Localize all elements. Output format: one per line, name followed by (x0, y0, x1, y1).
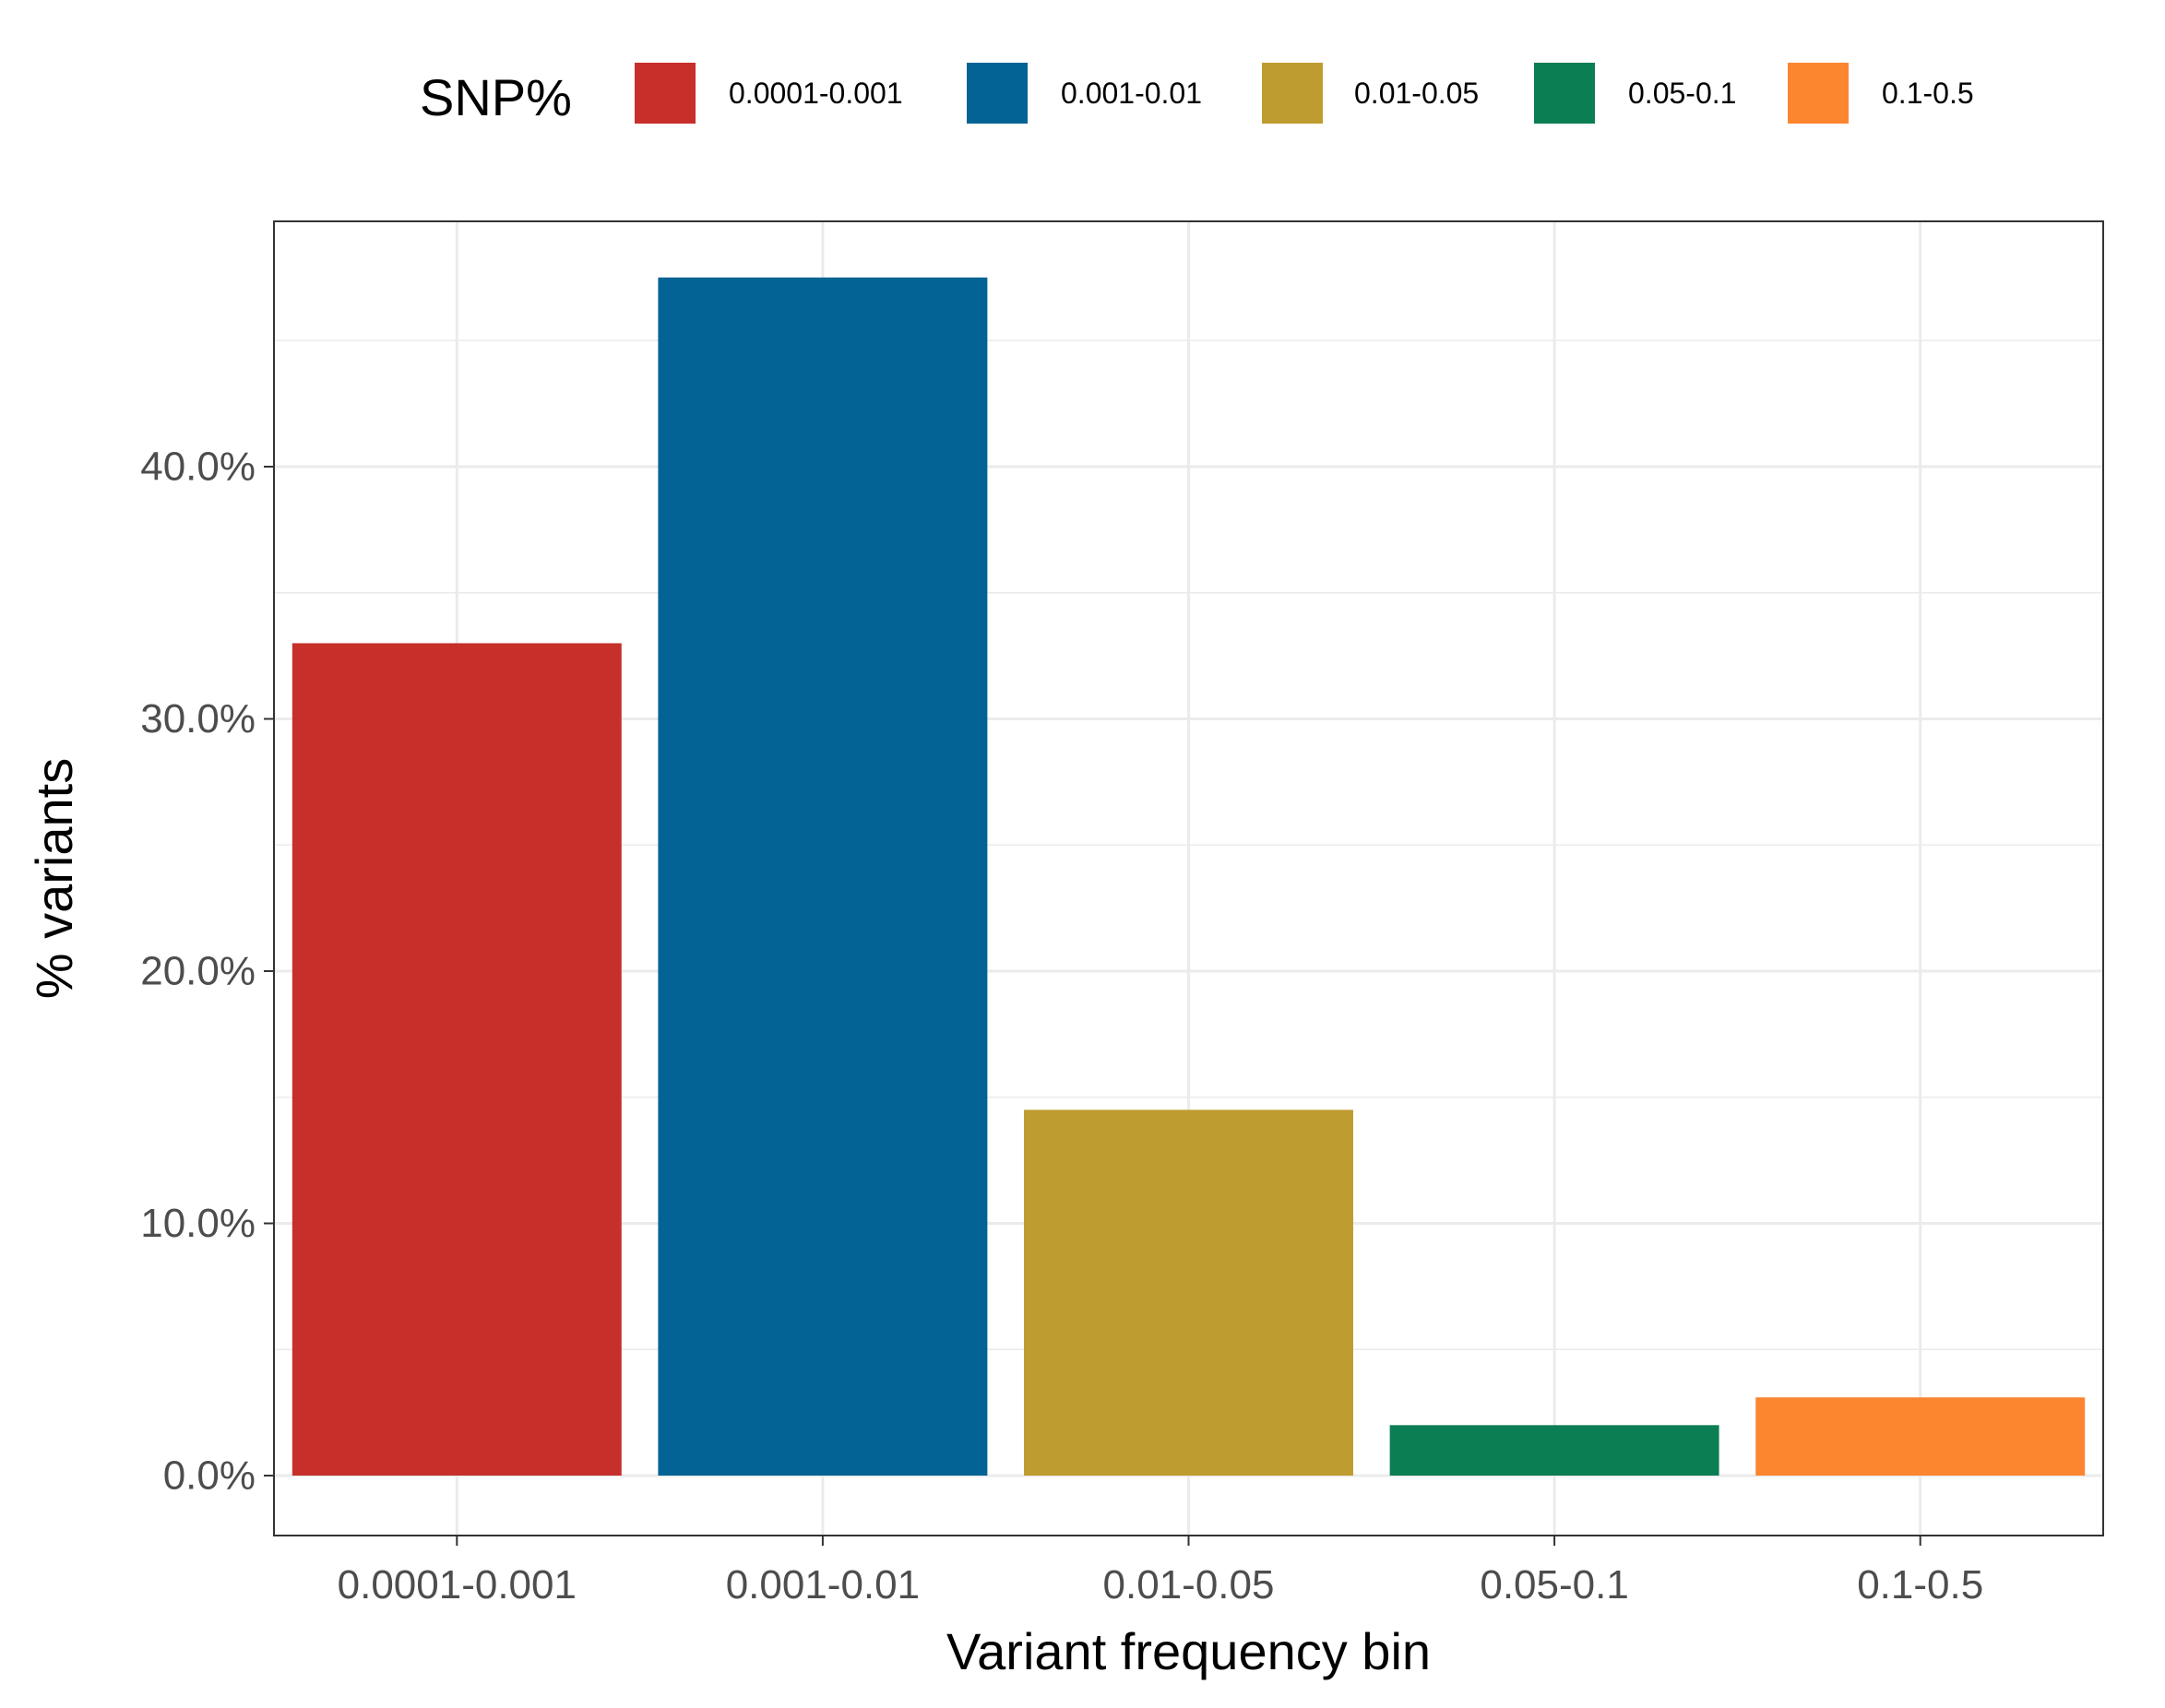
legend-label: 0.001-0.01 (1061, 77, 1202, 110)
bar-0.01-0.05 (1024, 1109, 1353, 1476)
legend-key (1262, 63, 1323, 124)
x-tick-label: 0.0001-0.001 (338, 1562, 577, 1607)
legend-title: SNP% (420, 68, 572, 126)
y-tick-label: 10.0% (140, 1201, 256, 1246)
legend-key (967, 63, 1028, 124)
legend-key (1788, 63, 1849, 124)
y-axis: 0.0% 10.0% 20.0% 30.0% 40.0% (140, 445, 274, 1499)
legend-label: 0.1-0.5 (1882, 77, 1974, 110)
legend: SNP% 0.0001-0.001 0.001-0.01 0.01-0.05 0.05… (420, 63, 1974, 126)
bars (291, 277, 2086, 1476)
legend-label: 0.05-0.1 (1628, 77, 1736, 110)
bar-0.1-0.5 (1755, 1397, 2086, 1476)
x-axis: 0.0001-0.001 0.001-0.01 0.01-0.05 0.05-0.1 0… (338, 1536, 1983, 1607)
y-tick-label: 20.0% (140, 949, 256, 994)
x-tick-label: 0.01-0.05 (1103, 1562, 1275, 1607)
legend-label: 0.0001-0.001 (729, 77, 903, 110)
y-tick-label: 0.0% (163, 1453, 256, 1499)
y-tick-label: 30.0% (140, 696, 256, 741)
plot-panel (273, 220, 2104, 1536)
legend-key (635, 63, 696, 124)
y-axis-title: % variants (25, 758, 83, 999)
legend-label: 0.01-0.05 (1354, 77, 1479, 110)
x-tick-label: 0.05-0.1 (1480, 1562, 1628, 1607)
y-tick-label: 40.0% (140, 445, 256, 490)
x-axis-title: Variant frequency bin (946, 1622, 1431, 1680)
legend-key (1534, 63, 1595, 124)
bar-0.05-0.1 (1389, 1425, 1719, 1476)
bar-0.001-0.01 (658, 277, 988, 1476)
x-tick-label: 0.1-0.5 (1857, 1562, 1983, 1607)
x-tick-label: 0.001-0.01 (726, 1562, 920, 1607)
bar-0.0001-0.001 (291, 643, 622, 1476)
